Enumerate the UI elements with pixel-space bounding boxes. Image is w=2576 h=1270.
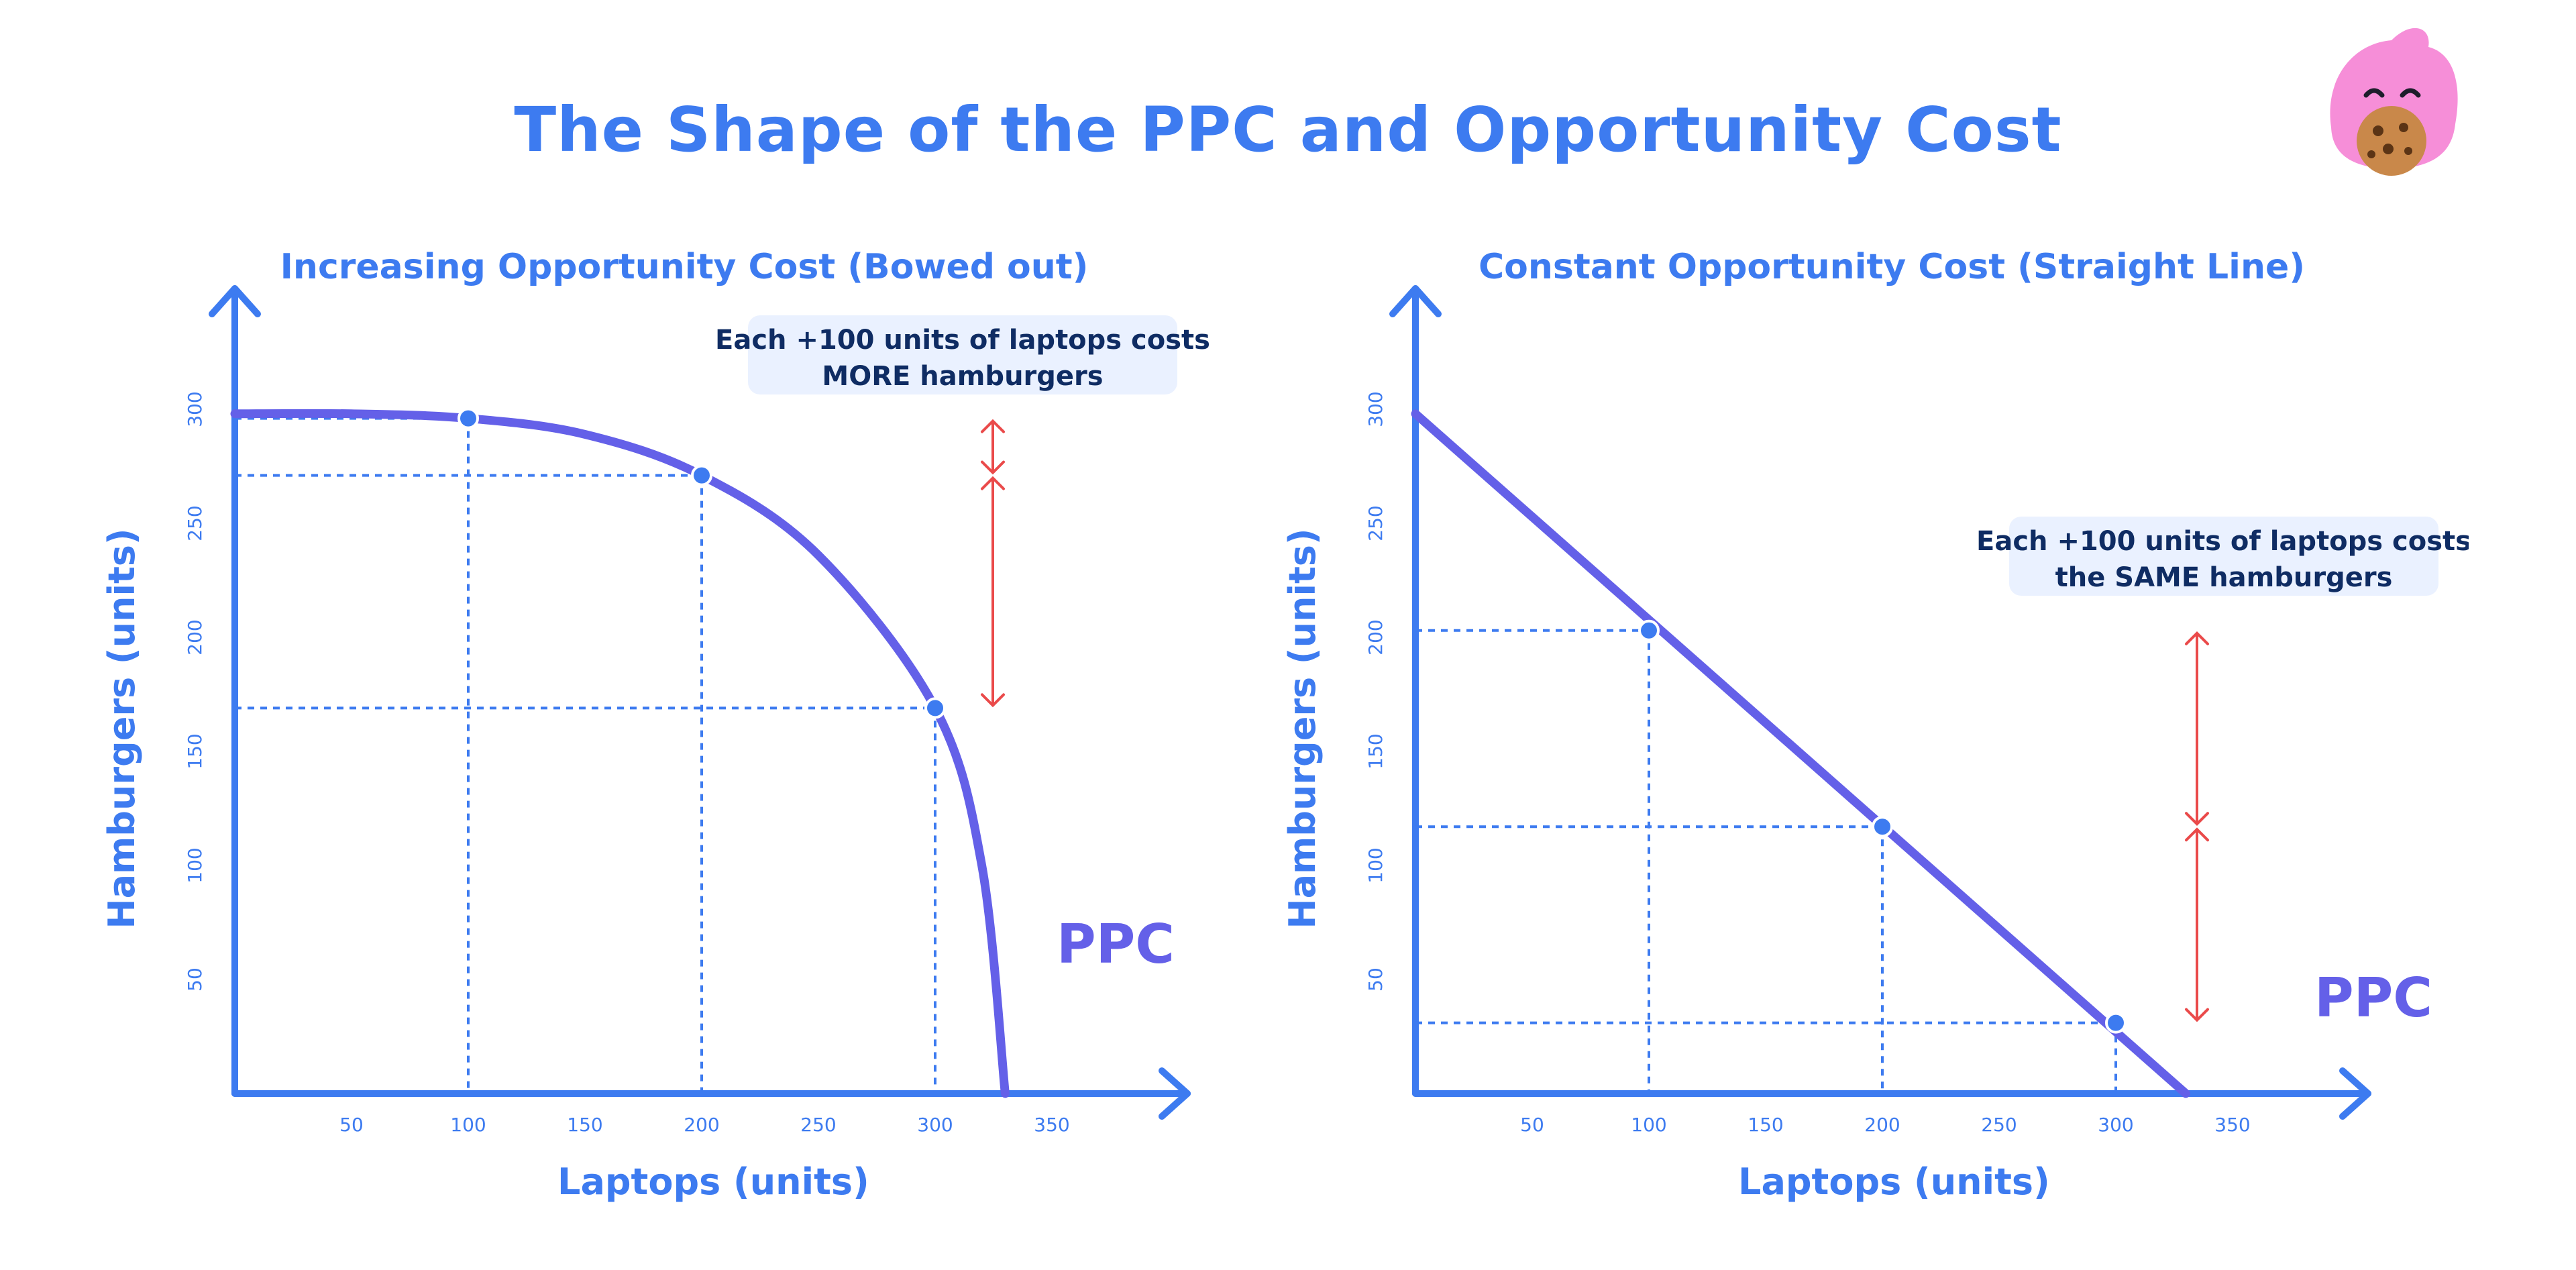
y-tick-label: 50 — [1364, 967, 1387, 992]
x-tick-label: 100 — [450, 1114, 486, 1136]
x-tick-label: 50 — [339, 1114, 364, 1136]
y-tick-label: 200 — [1364, 619, 1387, 655]
x-axis-label: Laptops (units) — [557, 1161, 869, 1203]
cost-arrowhead-up — [981, 476, 1005, 490]
y-tick-label: 300 — [1364, 391, 1387, 427]
ppc-curve — [230, 409, 1010, 1098]
x-tick-label: 50 — [1520, 1114, 1544, 1136]
cost-arrowhead-down — [2185, 812, 2209, 827]
y-tick-label: 150 — [184, 733, 206, 769]
cost-arrowhead-up — [2185, 827, 2209, 842]
x-tick-label: 100 — [1631, 1114, 1666, 1136]
y-tick-label: 300 — [184, 391, 206, 427]
y-axis-arrowhead — [209, 285, 261, 317]
chart-title: Constant Opportunity Cost (Straight Line… — [1479, 247, 2305, 287]
chart-constant-cost: Constant Opportunity Cost (Straight Line… — [1281, 247, 2469, 1203]
annotation-line-2: the SAME hamburgers — [2055, 562, 2393, 593]
page-title: The Shape of the PPC and Opportunity Cos… — [514, 94, 2062, 166]
chart-title: Increasing Opportunity Cost (Bowed out) — [280, 247, 1089, 287]
x-axis-arrowhead — [2339, 1067, 2371, 1120]
y-tick-label: 250 — [184, 505, 206, 541]
annotation-line-1: Each +100 units of laptops costs — [715, 325, 1210, 356]
x-tick-label: 150 — [1748, 1114, 1783, 1136]
x-tick-label: 300 — [917, 1114, 953, 1136]
chart-increasing-cost: Increasing Opportunity Cost (Bowed out) 5… — [101, 247, 1210, 1203]
x-tick-label: 200 — [1864, 1114, 1900, 1136]
y-tick-label: 100 — [1364, 847, 1387, 883]
x-tick-label: 200 — [684, 1114, 719, 1136]
cost-arrowhead-down — [981, 693, 1005, 708]
x-tick-label: 150 — [567, 1114, 602, 1136]
annotation-box — [748, 315, 1177, 394]
y-axis-label: Hamburgers (units) — [1281, 528, 1324, 929]
data-point — [924, 697, 946, 719]
y-tick-label: 250 — [1364, 505, 1387, 541]
cost-arrowhead-down — [2185, 1008, 2209, 1022]
x-tick-label: 250 — [1981, 1114, 2017, 1136]
x-tick-label: 350 — [2214, 1114, 2250, 1136]
data-point — [458, 407, 479, 429]
annotation-line-2: MORE hamburgers — [822, 361, 1103, 392]
x-axis-arrowhead — [1159, 1067, 1191, 1120]
data-point — [1872, 816, 1893, 838]
data-point — [2105, 1012, 2127, 1034]
annotation-box — [2009, 517, 2438, 596]
annotation-line-1: Each +100 units of laptops costs — [1976, 526, 2469, 557]
cost-arrowhead-down — [981, 460, 1005, 475]
y-axis-label: Hamburgers (units) — [101, 528, 143, 929]
x-axis-label: Laptops (units) — [1738, 1161, 2050, 1203]
y-tick-label: 200 — [184, 619, 206, 655]
cost-arrowhead-up — [981, 419, 1005, 433]
x-tick-label: 350 — [1034, 1114, 1069, 1136]
y-axis-arrowhead — [1389, 285, 1442, 317]
x-tick-label: 300 — [2098, 1114, 2133, 1136]
y-tick-label: 150 — [1364, 733, 1387, 769]
y-tick-label: 100 — [184, 847, 206, 883]
x-tick-label: 250 — [800, 1114, 836, 1136]
ppc-label: PPC — [1057, 913, 1175, 975]
data-point — [691, 464, 712, 486]
y-tick-label: 50 — [184, 967, 206, 992]
ppc-label: PPC — [2314, 967, 2432, 1029]
data-point — [1638, 619, 1660, 641]
cost-arrowhead-up — [2185, 631, 2209, 645]
ppc-curve — [1411, 409, 2190, 1098]
